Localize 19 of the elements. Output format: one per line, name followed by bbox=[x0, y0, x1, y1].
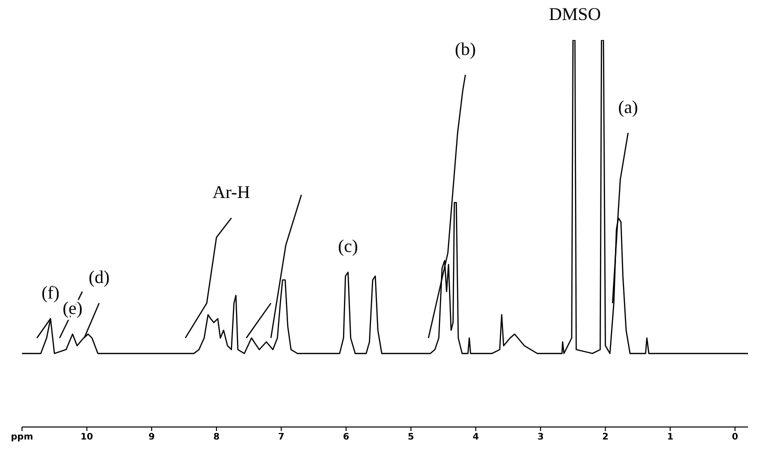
x-tick-label: 8 bbox=[213, 432, 220, 442]
annotation: DMSO bbox=[548, 4, 601, 24]
x-tick-label: 2 bbox=[602, 432, 609, 442]
x-tick-label: 4 bbox=[472, 432, 479, 442]
x-tick-label: 5 bbox=[408, 432, 414, 442]
x-tick-label: 10 bbox=[80, 432, 94, 442]
annotation: (c) bbox=[338, 236, 358, 256]
x-tick-label: 9 bbox=[148, 432, 155, 442]
annotation: (f) bbox=[42, 282, 60, 303]
x-tick-label: ppm bbox=[10, 432, 34, 442]
x-tick-label: 1 bbox=[667, 432, 674, 442]
annotation: (a) bbox=[618, 96, 638, 117]
x-tick-label: 3 bbox=[537, 432, 544, 442]
annotation: (b) bbox=[454, 38, 476, 59]
annotation: (d) bbox=[88, 267, 110, 288]
x-tick-label: 0 bbox=[732, 432, 738, 442]
x-tick-label: 7 bbox=[278, 432, 284, 442]
x-tick-label: 6 bbox=[342, 432, 350, 442]
annotation: Ar-H bbox=[212, 182, 250, 202]
